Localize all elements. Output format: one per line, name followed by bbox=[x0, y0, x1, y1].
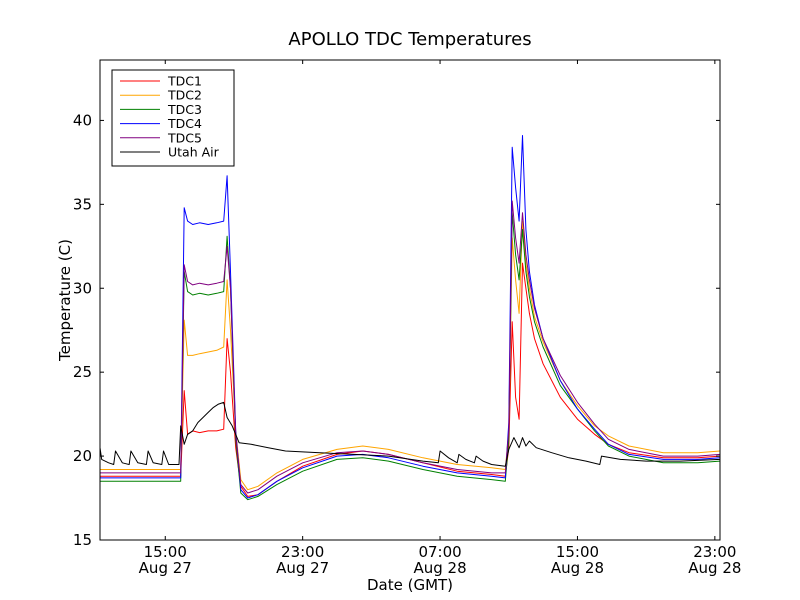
y-tick-label: 20 bbox=[73, 447, 92, 465]
series-line-tdc3 bbox=[100, 212, 720, 501]
legend-label: TDC1 bbox=[167, 74, 202, 89]
x-tick-label-date: Aug 27 bbox=[276, 559, 329, 577]
y-tick-label: 30 bbox=[73, 279, 92, 297]
x-tick-label-time: 07:00 bbox=[418, 543, 461, 561]
legend-label: TDC3 bbox=[167, 102, 202, 117]
plot-frame bbox=[99, 59, 721, 541]
x-tick-label-time: 23:00 bbox=[693, 543, 736, 561]
legend-box bbox=[111, 69, 235, 167]
x-tick-label-date: Aug 27 bbox=[139, 559, 192, 577]
x-tick-label-date: Aug 28 bbox=[551, 559, 604, 577]
x-tick-label-time: 15:00 bbox=[144, 543, 187, 561]
plot-area bbox=[99, 59, 721, 541]
legend-label: TDC5 bbox=[167, 130, 202, 145]
y-tick-label: 35 bbox=[73, 195, 92, 213]
y-tick-label: 40 bbox=[73, 111, 92, 129]
chart-title: APOLLO TDC Temperatures bbox=[288, 29, 531, 50]
legend-label: TDC4 bbox=[167, 116, 202, 131]
series-layer bbox=[100, 135, 720, 501]
x-axis-label: Date (GMT) bbox=[367, 576, 453, 594]
series-line-utah-air bbox=[100, 401, 720, 467]
legend-label: TDC2 bbox=[167, 88, 202, 103]
y-axis-label: Temperature (C) bbox=[56, 239, 74, 362]
x-tick-label-time: 23:00 bbox=[281, 543, 324, 561]
y-tick-label: 25 bbox=[73, 363, 92, 381]
y-tick-label: 15 bbox=[73, 531, 92, 549]
legend-label: Utah Air bbox=[168, 145, 220, 160]
x-tick-label-date: Aug 28 bbox=[688, 559, 741, 577]
x-tick-label-time: 15:00 bbox=[556, 543, 599, 561]
series-line-tdc4 bbox=[100, 135, 720, 499]
x-tick-label-date: Aug 28 bbox=[413, 559, 466, 577]
